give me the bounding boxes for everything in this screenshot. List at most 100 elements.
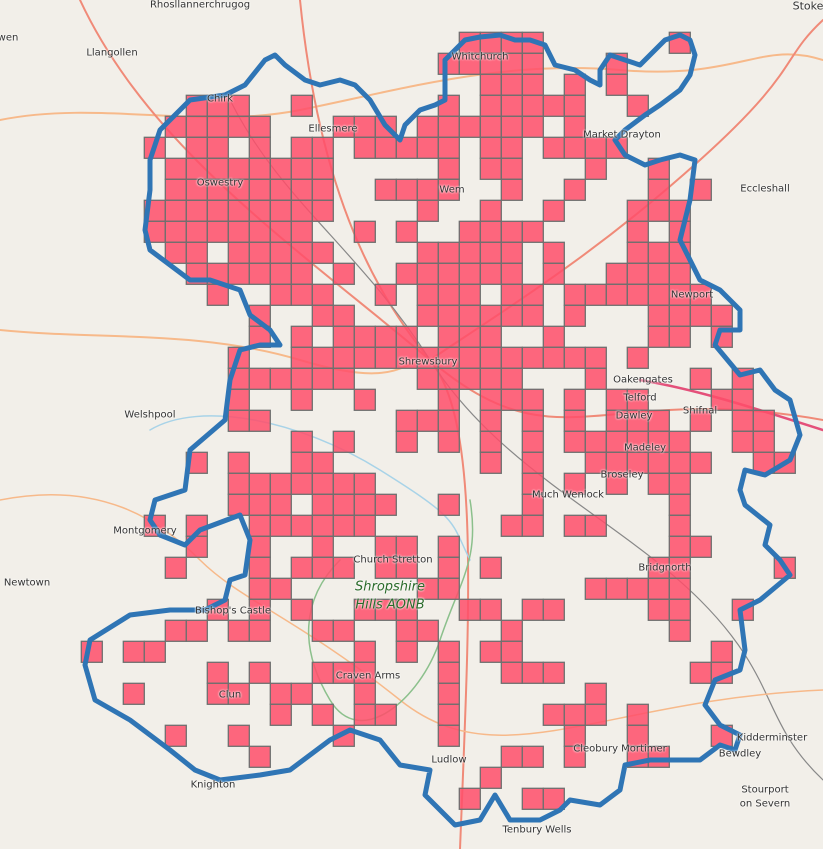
place-label: Tenbury Wells bbox=[502, 824, 572, 836]
grid-square[interactable] bbox=[437, 430, 460, 453]
grid-square[interactable] bbox=[605, 73, 628, 96]
grid-square[interactable] bbox=[332, 619, 355, 642]
grid-square[interactable] bbox=[458, 787, 481, 810]
grid-square[interactable] bbox=[290, 682, 313, 705]
grid-square[interactable] bbox=[437, 577, 460, 600]
grid-square[interactable] bbox=[563, 178, 586, 201]
grid-square[interactable] bbox=[584, 367, 607, 390]
place-label: Ellesmere bbox=[308, 123, 358, 135]
grid-square[interactable] bbox=[605, 472, 628, 495]
grid-square[interactable] bbox=[626, 346, 649, 369]
grid-square[interactable] bbox=[542, 262, 565, 285]
place-label: Eccleshall bbox=[740, 183, 790, 195]
place-label: Market Drayton bbox=[583, 129, 661, 141]
place-label: Cleobury Mortimer bbox=[573, 743, 667, 755]
grid-square[interactable] bbox=[521, 304, 544, 327]
grid-square[interactable] bbox=[269, 577, 292, 600]
place-label: Ludlow bbox=[431, 754, 467, 766]
grid-square[interactable] bbox=[311, 241, 334, 264]
grid-square[interactable] bbox=[395, 220, 418, 243]
grid-square[interactable] bbox=[374, 283, 397, 306]
grid-square[interactable] bbox=[668, 325, 691, 348]
grid-square[interactable] bbox=[542, 598, 565, 621]
grid-square[interactable] bbox=[416, 199, 439, 222]
grid-square[interactable] bbox=[332, 262, 355, 285]
grid-square[interactable] bbox=[311, 199, 334, 222]
grid-square[interactable] bbox=[479, 556, 502, 579]
grid-square[interactable] bbox=[521, 115, 544, 138]
grid-square[interactable] bbox=[437, 724, 460, 747]
grid-square[interactable] bbox=[521, 745, 544, 768]
grid-square[interactable] bbox=[353, 388, 376, 411]
place-label: Whitchurch bbox=[451, 51, 509, 63]
grid-square[interactable] bbox=[416, 619, 439, 642]
grid-square[interactable] bbox=[689, 367, 712, 390]
grid-square[interactable] bbox=[584, 703, 607, 726]
place-label: Oswestry bbox=[196, 177, 244, 189]
place-label: Church Stretton bbox=[353, 554, 433, 566]
grid-square[interactable] bbox=[374, 493, 397, 516]
place-label: Welshpool bbox=[124, 409, 176, 421]
place-label: Much Wenlock bbox=[532, 489, 604, 501]
grid-square[interactable] bbox=[290, 94, 313, 117]
grid-square[interactable] bbox=[689, 409, 712, 432]
grid-square[interactable] bbox=[395, 430, 418, 453]
grid-square[interactable] bbox=[248, 619, 271, 642]
grid-square[interactable] bbox=[332, 556, 355, 579]
grid-square[interactable] bbox=[689, 451, 712, 474]
place-label: Craven Arms bbox=[335, 670, 401, 682]
grid-square[interactable] bbox=[563, 304, 586, 327]
place-label: Oakengates bbox=[613, 374, 673, 386]
grid-square[interactable] bbox=[248, 661, 271, 684]
grid-square[interactable] bbox=[689, 535, 712, 558]
grid-square[interactable] bbox=[584, 514, 607, 537]
grid-square[interactable] bbox=[185, 619, 208, 642]
grid-square[interactable] bbox=[479, 451, 502, 474]
grid-square[interactable] bbox=[290, 388, 313, 411]
place-label: Stoke bbox=[792, 0, 823, 13]
grid-square[interactable] bbox=[584, 157, 607, 180]
grid-square[interactable] bbox=[542, 661, 565, 684]
grid-square[interactable] bbox=[479, 766, 502, 789]
grid-square[interactable] bbox=[563, 745, 586, 768]
grid-square[interactable] bbox=[248, 745, 271, 768]
grid-square[interactable] bbox=[269, 703, 292, 726]
grid-square[interactable] bbox=[353, 220, 376, 243]
grid-square[interactable] bbox=[227, 682, 250, 705]
grid-square[interactable] bbox=[248, 409, 271, 432]
grid-square[interactable] bbox=[437, 493, 460, 516]
grid-square[interactable] bbox=[521, 220, 544, 243]
grid-square[interactable] bbox=[542, 787, 565, 810]
grid-square[interactable] bbox=[122, 682, 145, 705]
aonb-label: Shropshire bbox=[354, 579, 426, 595]
grid-square[interactable] bbox=[500, 178, 523, 201]
grid-square[interactable] bbox=[332, 430, 355, 453]
grid-square[interactable] bbox=[395, 640, 418, 663]
grid-square[interactable] bbox=[479, 598, 502, 621]
place-label: Bewdley bbox=[718, 748, 762, 760]
grid-square[interactable] bbox=[290, 598, 313, 621]
grid-square[interactable] bbox=[521, 514, 544, 537]
aonb-label: Hills AONB bbox=[355, 597, 425, 613]
grid-square[interactable] bbox=[353, 514, 376, 537]
place-label: Dawley bbox=[615, 410, 653, 422]
grid-square[interactable] bbox=[563, 472, 586, 495]
grid-square[interactable] bbox=[227, 724, 250, 747]
grid-square[interactable] bbox=[395, 556, 418, 579]
grid-square[interactable] bbox=[143, 640, 166, 663]
grid-square[interactable] bbox=[437, 178, 460, 201]
grid-square[interactable] bbox=[164, 556, 187, 579]
place-label: Bishop's Castle bbox=[195, 605, 271, 617]
grid-square[interactable] bbox=[164, 724, 187, 747]
grid-square[interactable] bbox=[626, 94, 649, 117]
place-label: Newport bbox=[670, 289, 714, 301]
place-label: Montgomery bbox=[113, 525, 177, 537]
grid-square[interactable] bbox=[542, 199, 565, 222]
grid-square[interactable] bbox=[311, 703, 334, 726]
grid-square[interactable] bbox=[668, 619, 691, 642]
grid-square[interactable] bbox=[374, 703, 397, 726]
place-label: Clun bbox=[218, 689, 242, 701]
grid-square[interactable] bbox=[332, 367, 355, 390]
